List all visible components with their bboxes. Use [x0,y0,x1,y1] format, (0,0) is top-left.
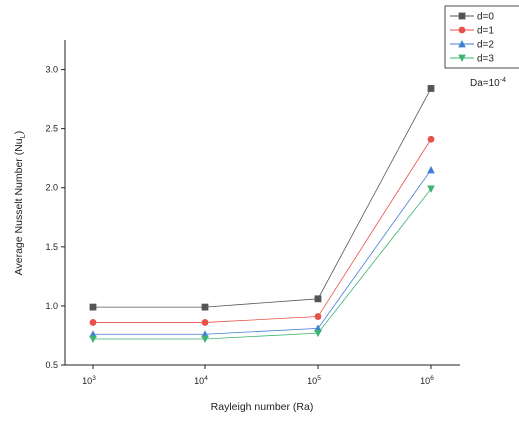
x-tick-base: 10 [420,376,430,386]
data-point [201,319,209,326]
data-point [89,319,97,326]
legend-label: d=1 [477,26,494,37]
legend-label: d=0 [477,12,494,23]
data-point [314,313,322,320]
legend-marker [458,54,466,62]
y-tick-label: 2.0 [45,183,58,193]
series-layer [89,85,435,343]
y-axis-title-main: Average Nusselt Number (Nu [13,138,25,275]
y-ticks: 0.5 1.0 1.5 2.0 2.5 3.0 [45,65,65,370]
y-tick-label: 1.0 [45,301,58,311]
x-tick-base: 10 [82,376,92,386]
annotation-da: Da=10-4 [470,77,506,89]
data-point [314,295,322,303]
series-line [93,169,432,335]
y-axis-title: Average Nusselt Number (NuL) [13,131,27,276]
x-tick-exponent: 3 [92,375,96,382]
series-d-0 [89,85,435,311]
series-d-3 [89,185,435,343]
legend-marker [458,26,466,34]
x-tick-exponent: 4 [204,375,208,382]
x-tick-base: 10 [194,376,204,386]
legend: d=0 d=1 d=2 d=3 [444,5,519,69]
y-tick-label: 1.5 [45,242,58,252]
x-ticks: 103 104 105 106 [82,365,434,386]
data-point [427,135,435,143]
x-tick-exponent: 6 [430,375,434,382]
x-tick-label: 103 [82,375,96,386]
y-tick-label: 3.0 [45,65,58,75]
x-tick-label: 106 [420,375,434,386]
series-line [93,188,432,340]
series-d-1 [89,135,435,326]
data-point [314,329,322,338]
series-d-2 [89,166,435,338]
plot-axes [64,40,460,366]
x-tick-exponent: 5 [317,375,321,382]
y-tick-label: 0.5 [45,360,58,370]
y-tick-label: 2.5 [45,124,58,134]
x-tick-label: 105 [307,375,321,386]
data-point [201,303,209,311]
data-point [89,335,97,343]
series-line [93,139,432,323]
legend-marker [458,40,466,48]
series-line [93,88,432,308]
data-point [427,185,435,193]
data-point [89,303,97,311]
legend-label: d=2 [477,40,494,51]
data-point [427,85,435,92]
legend-label: d=3 [477,54,494,65]
data-point [427,166,435,174]
legend-marker [458,12,466,20]
x-tick-label: 104 [194,375,208,386]
data-point [201,335,209,343]
legend-item: d=3 [450,54,494,65]
legend-item: d=0 [450,12,494,23]
y-axis-title-suffix: ) [13,131,25,135]
y-axis-title-subscript: L [18,134,27,138]
legend-item: d=1 [450,26,494,37]
annotation-da-base: Da=10 [470,78,500,89]
x-tick-base: 10 [307,376,317,386]
legend-item: d=2 [450,40,494,51]
x-axis-title: Rayleigh number (Ra) [211,401,314,413]
annotation-da-exponent: -4 [500,77,506,84]
